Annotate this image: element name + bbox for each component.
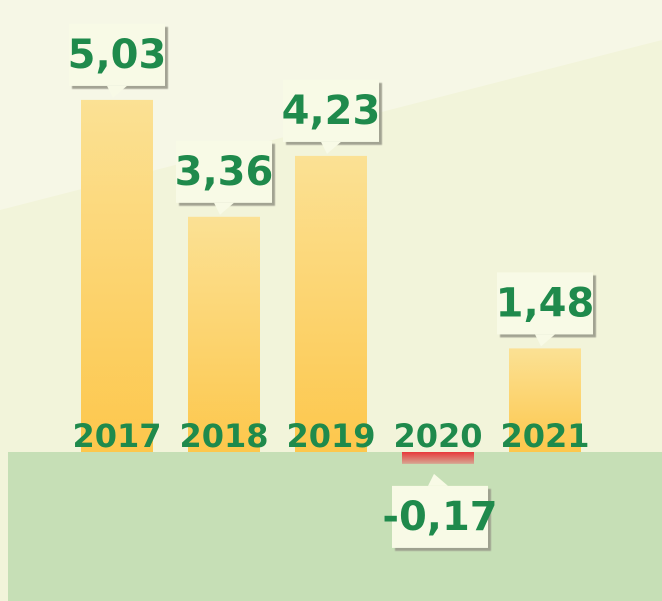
- category-label: 2017: [72, 417, 161, 455]
- callout-pointer: [214, 202, 234, 215]
- callout-pointer: [428, 473, 448, 486]
- category-label: 2021: [500, 417, 589, 455]
- bar: [81, 99, 153, 453]
- callout-box: [69, 23, 165, 86]
- value-label: 1,48: [496, 280, 595, 326]
- value-label: -0,17: [382, 494, 497, 540]
- bar: [402, 452, 474, 464]
- value-label: 4,23: [282, 88, 381, 134]
- bar: [188, 216, 260, 452]
- bar: [295, 155, 367, 452]
- category-label: 2018: [179, 417, 268, 455]
- value-label: 5,03: [68, 32, 167, 78]
- callout-pointer: [107, 85, 127, 98]
- callout-box: [283, 79, 379, 142]
- callout-pointer: [321, 141, 341, 154]
- callout-box: [497, 272, 593, 335]
- negative-zone: [8, 452, 662, 601]
- callout-box: [392, 485, 488, 548]
- value-label: 3,36: [175, 149, 274, 195]
- category-label: 2019: [286, 417, 375, 455]
- bar: [509, 348, 581, 452]
- category-label: 2020: [393, 417, 482, 455]
- callout-pointer: [535, 334, 555, 347]
- callout-box: [176, 140, 272, 203]
